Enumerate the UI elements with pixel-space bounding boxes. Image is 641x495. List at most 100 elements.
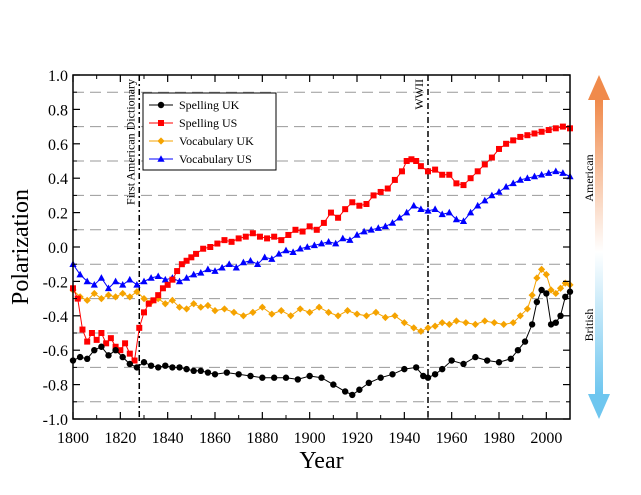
data-point xyxy=(299,228,306,235)
data-point xyxy=(330,381,337,388)
data-point xyxy=(207,244,214,250)
data-point xyxy=(510,137,517,144)
data-point xyxy=(417,163,424,170)
data-point xyxy=(408,156,415,163)
data-point xyxy=(533,298,541,306)
data-point xyxy=(424,207,432,214)
data-point xyxy=(249,230,256,237)
data-point xyxy=(76,353,84,361)
data-point xyxy=(112,277,120,285)
data-point xyxy=(175,303,184,311)
data-point xyxy=(417,205,425,212)
data-point xyxy=(496,145,502,152)
data-point xyxy=(362,312,371,320)
annotation-wwii: WWII xyxy=(412,79,426,110)
data-point xyxy=(472,353,479,361)
data-point xyxy=(417,327,425,335)
data-point xyxy=(176,364,183,371)
data-point xyxy=(164,281,171,288)
data-point xyxy=(247,372,254,380)
data-point xyxy=(389,371,396,378)
data-point xyxy=(133,288,141,296)
data-point xyxy=(235,371,242,378)
y-tick-label: -1.0 xyxy=(43,412,68,429)
data-point xyxy=(174,268,181,275)
data-point xyxy=(256,233,263,240)
data-point xyxy=(91,347,98,354)
data-point xyxy=(507,355,515,362)
data-point xyxy=(119,289,127,298)
series-vocabulary-us xyxy=(69,167,574,292)
data-point xyxy=(523,174,531,181)
data-point xyxy=(140,277,148,285)
legend-label-spelling-us: Spelling US xyxy=(179,116,237,130)
data-point xyxy=(370,192,377,199)
data-point xyxy=(559,169,567,176)
data-point xyxy=(439,171,446,178)
data-point xyxy=(159,285,166,292)
data-point xyxy=(424,374,432,381)
data-point xyxy=(119,281,127,288)
data-point xyxy=(122,340,129,347)
data-point xyxy=(516,312,524,320)
data-point xyxy=(83,277,91,285)
data-point xyxy=(104,284,113,292)
data-point xyxy=(220,305,229,313)
data-point xyxy=(495,188,503,195)
data-point xyxy=(90,289,98,298)
data-point xyxy=(168,296,176,304)
data-point xyxy=(503,140,510,147)
data-point xyxy=(175,277,184,285)
data-point xyxy=(396,213,404,221)
data-point xyxy=(495,359,503,366)
data-point xyxy=(384,185,391,192)
data-point xyxy=(542,270,550,279)
axis-ticks: 1800 1820 1840 1860 1880 1900 1920 1940 1960 1980… xyxy=(43,68,570,447)
data-point xyxy=(218,263,226,271)
data-point xyxy=(445,208,453,216)
data-point xyxy=(315,303,323,311)
x-tick-label: 1900 xyxy=(294,430,326,447)
data-point xyxy=(126,275,134,283)
data-point xyxy=(448,357,455,364)
grid-lines xyxy=(73,91,570,403)
data-point xyxy=(93,336,100,343)
data-point xyxy=(107,335,114,342)
data-point xyxy=(230,308,238,316)
data-point xyxy=(228,238,235,245)
data-point xyxy=(264,235,271,242)
x-tick-label: 1920 xyxy=(341,430,373,447)
data-point xyxy=(400,319,408,327)
data-point xyxy=(521,338,529,345)
arrow-down-icon xyxy=(588,394,610,419)
data-point xyxy=(453,180,460,187)
data-point xyxy=(161,275,169,283)
data-point xyxy=(332,239,340,247)
data-point xyxy=(459,217,468,224)
legend-label-vocabulary-uk: Vocabulary UK xyxy=(179,134,254,148)
data-point xyxy=(360,227,368,235)
data-point xyxy=(445,320,453,328)
data-point xyxy=(377,374,384,381)
data-point xyxy=(474,168,481,175)
data-point xyxy=(410,201,418,209)
data-point xyxy=(516,176,524,183)
data-point xyxy=(296,305,304,313)
data-point xyxy=(556,284,565,292)
data-point xyxy=(90,281,98,288)
data-point xyxy=(147,362,155,369)
arrow-up-icon xyxy=(588,75,610,100)
y-tick-label: 0.8 xyxy=(48,102,68,119)
data-point xyxy=(538,128,545,135)
data-point xyxy=(353,310,361,318)
legend-swatch-marker xyxy=(157,101,165,109)
british-label: British xyxy=(582,309,596,342)
data-point xyxy=(117,347,124,354)
data-point xyxy=(502,183,510,190)
y-tick-label: 0.2 xyxy=(48,206,68,223)
y-tick-label: -0.2 xyxy=(43,274,68,291)
data-point xyxy=(481,161,488,168)
data-point xyxy=(188,254,195,261)
data-point xyxy=(538,170,546,178)
data-point xyxy=(367,226,375,233)
